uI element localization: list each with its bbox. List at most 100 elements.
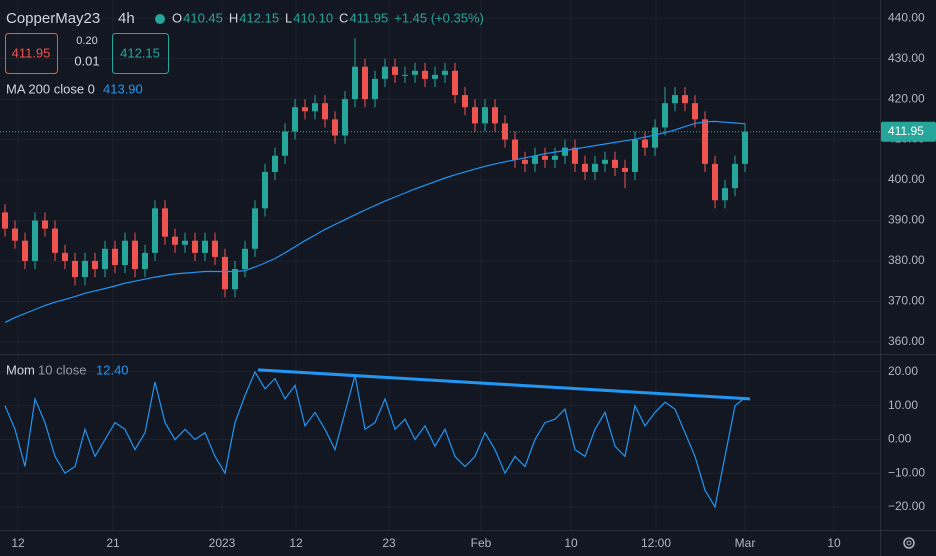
settings-icon[interactable]	[903, 537, 915, 549]
candle-body	[282, 131, 288, 156]
axes: 360.00370.00380.00390.00400.00410.00420.…	[11, 10, 936, 550]
candle-body	[192, 240, 198, 253]
candle-body	[522, 159, 528, 164]
y-tick-label: 440.00	[888, 10, 925, 24]
candle-body	[502, 123, 508, 140]
candle-body	[242, 248, 248, 270]
ohlc-label: H	[229, 10, 238, 25]
x-tick-label: 10	[827, 536, 841, 550]
candle-body	[602, 159, 608, 164]
gear	[903, 537, 915, 549]
spread-top: 0.20	[76, 35, 97, 47]
ohlc-legend: O 410.45 H 412.15 L 410.10 C 411.95	[172, 10, 388, 25]
candle-body	[722, 188, 728, 201]
last-price-tag	[881, 121, 936, 142]
candle-body	[372, 78, 378, 100]
candle-body	[702, 119, 708, 164]
candle-body	[462, 95, 468, 108]
sell-price: 411.95	[12, 45, 51, 60]
candle-body	[82, 260, 88, 278]
candle-body	[272, 155, 278, 172]
spread: 0.01	[74, 53, 99, 68]
candle-body	[432, 74, 438, 79]
candle-body	[182, 240, 188, 245]
candle-body	[302, 107, 308, 112]
x-tick-label: 12:00	[641, 536, 671, 550]
candle-body	[562, 147, 568, 156]
candle-body	[62, 252, 68, 261]
x-tick-label: 2023	[209, 536, 236, 550]
candle-body	[312, 103, 318, 112]
candle-body	[162, 208, 168, 237]
candle-body	[2, 212, 8, 229]
candle-body	[112, 248, 118, 265]
candle-body	[732, 163, 738, 189]
candle-body	[12, 228, 18, 241]
candle-body	[72, 260, 78, 278]
candle-body	[642, 139, 648, 148]
candle-body	[582, 163, 588, 172]
candle-body	[332, 119, 338, 136]
y-tick-label: −10.00	[888, 465, 925, 479]
interval: 4h	[118, 10, 135, 27]
y-tick-label: 400.00	[888, 172, 925, 186]
mom-legend-name: Mom	[6, 362, 35, 377]
candle-body	[102, 248, 108, 270]
candle-body	[132, 240, 138, 270]
candle-body	[692, 103, 698, 120]
candle-body	[552, 155, 558, 160]
candle-body	[92, 260, 98, 270]
buy-button[interactable]	[112, 33, 169, 74]
ohlc-value: 412.15	[239, 10, 279, 25]
ohlc-value: 410.10	[293, 10, 333, 25]
gear-hub	[906, 540, 912, 546]
ma-legend-value: 413.90	[103, 81, 143, 96]
y-tick-label: 380.00	[888, 253, 925, 267]
candle-body	[662, 103, 668, 128]
ma-line	[4, 120, 746, 323]
candle-body	[452, 70, 458, 96]
momentum-line	[4, 370, 746, 509]
candle-body	[572, 147, 578, 164]
candle-body	[482, 107, 488, 124]
candle-body	[402, 74, 408, 76]
y-tick-label: 370.00	[888, 294, 925, 308]
candle-body	[142, 252, 148, 270]
y-tick-label: 0.00	[888, 432, 912, 446]
candle-body	[122, 240, 128, 265]
y-tick-label: −20.00	[888, 499, 925, 513]
candle-body	[212, 240, 218, 257]
candle-body	[442, 70, 448, 75]
candle-body	[52, 228, 58, 253]
candle-body	[672, 95, 678, 104]
ohlc-label: O	[172, 10, 182, 25]
candle-body	[152, 208, 158, 253]
candle-body	[292, 107, 298, 132]
ma-legend-name: MA 200 close 0	[6, 81, 95, 96]
sell-button[interactable]	[5, 33, 58, 74]
candle-body	[172, 236, 178, 245]
candle-body	[622, 167, 628, 172]
candle-body	[742, 131, 748, 164]
candle-body	[612, 159, 618, 168]
candle-body	[262, 171, 268, 209]
candle-body	[22, 240, 28, 261]
candle-body	[322, 103, 328, 120]
buy-price: 412.15	[120, 45, 160, 60]
candle-body	[222, 256, 228, 290]
candle-body	[652, 127, 658, 148]
candle-body	[202, 240, 208, 253]
trendline	[257, 368, 751, 401]
candle-body	[592, 163, 598, 172]
y-tick-label: 360.00	[888, 334, 925, 348]
last-price-label: 411.95	[888, 124, 924, 138]
candle-body	[532, 155, 538, 164]
ohlc-label: L	[285, 10, 292, 25]
candle-body	[252, 208, 258, 249]
mom-legend-params: 10 close	[38, 362, 86, 377]
y-tick-label: 20.00	[888, 364, 918, 378]
ohlc-value: 411.95	[349, 10, 388, 25]
candle-body	[32, 220, 38, 261]
